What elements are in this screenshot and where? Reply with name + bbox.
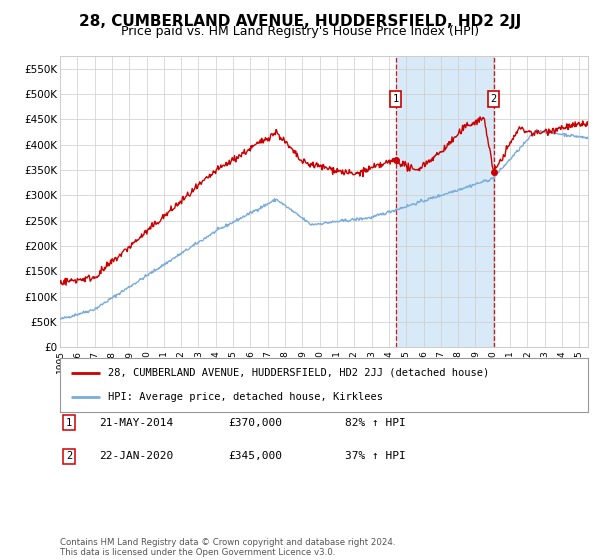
Text: 37% ↑ HPI: 37% ↑ HPI [345, 451, 406, 461]
Text: 21-MAY-2014: 21-MAY-2014 [99, 418, 173, 428]
Text: 2: 2 [491, 94, 497, 104]
Text: 28, CUMBERLAND AVENUE, HUDDERSFIELD, HD2 2JJ: 28, CUMBERLAND AVENUE, HUDDERSFIELD, HD2… [79, 14, 521, 29]
Text: 1: 1 [66, 418, 72, 428]
Text: HPI: Average price, detached house, Kirklees: HPI: Average price, detached house, Kirk… [107, 392, 383, 402]
Bar [395, 56, 494, 347]
Text: 2: 2 [66, 451, 72, 461]
Text: £345,000: £345,000 [228, 451, 282, 461]
Text: Contains HM Land Registry data © Crown copyright and database right 2024.
This d: Contains HM Land Registry data © Crown c… [60, 538, 395, 557]
Text: 28, CUMBERLAND AVENUE, HUDDERSFIELD, HD2 2JJ (detached house): 28, CUMBERLAND AVENUE, HUDDERSFIELD, HD2… [107, 368, 489, 378]
Text: 1: 1 [392, 94, 399, 104]
Text: Price paid vs. HM Land Registry's House Price Index (HPI): Price paid vs. HM Land Registry's House … [121, 25, 479, 38]
Text: 22-JAN-2020: 22-JAN-2020 [99, 451, 173, 461]
Text: 82% ↑ HPI: 82% ↑ HPI [345, 418, 406, 428]
Text: £370,000: £370,000 [228, 418, 282, 428]
